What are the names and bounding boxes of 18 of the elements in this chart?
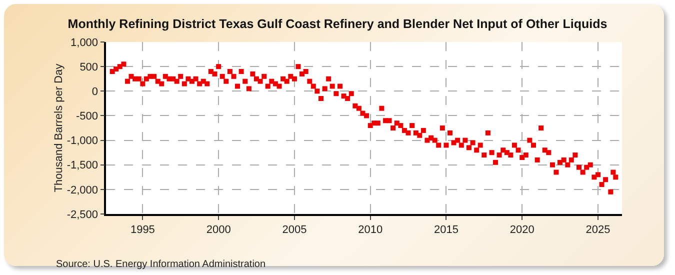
x-tick-label: 1995	[130, 224, 155, 236]
y-tick-label: 1,000	[70, 36, 98, 49]
y-tick-label: -500	[76, 110, 98, 123]
y-tick-label: 500	[80, 61, 98, 74]
x-tick-label: 2000	[206, 224, 231, 236]
x-tick-label: 2020	[510, 224, 534, 236]
y-axis-title: Thousand Barrels per Day	[52, 63, 65, 192]
y-tick-label: -2,000	[66, 184, 98, 196]
y-tick-label: 0	[92, 86, 98, 98]
y-tick-label: -1,500	[66, 160, 98, 172]
x-tick-label: 2010	[358, 224, 383, 236]
x-tick-label: 2025	[586, 224, 610, 236]
chart-title: Monthly Refining District Texas Gulf Coast Refinery and Blender Net Input of Other Liquids	[68, 17, 608, 31]
y-tick-label: -2,500	[66, 208, 98, 221]
x-tick-label: 2005	[282, 224, 307, 236]
source-note: Source: U.S. Energy Information Administration	[56, 259, 266, 270]
y-tick-label: -1,000	[66, 135, 98, 148]
x-tick-label: 2015	[434, 224, 458, 236]
